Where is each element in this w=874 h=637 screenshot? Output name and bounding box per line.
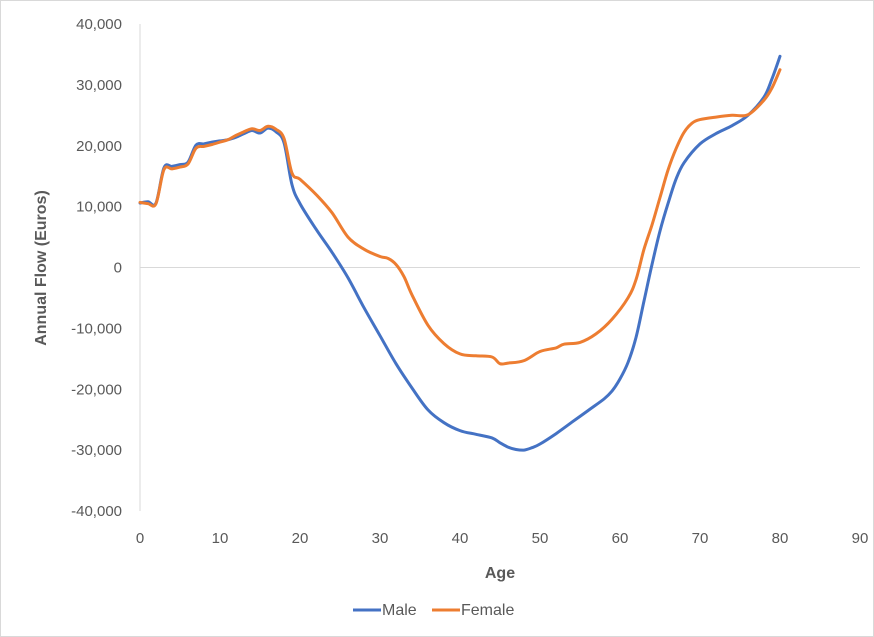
y-tick-label: -20,000 (71, 381, 122, 398)
x-tick-label: 0 (136, 530, 144, 547)
x-tick-label: 60 (612, 530, 629, 547)
x-tick-label: 10 (212, 530, 229, 547)
series-lines (138, 54, 782, 452)
x-axis-title: Age (485, 565, 515, 582)
y-tick-label: -30,000 (71, 442, 122, 459)
x-axis-ticks: 0 10 20 30 40 50 60 70 80 90 (136, 530, 869, 547)
y-axis-title: Annual Flow (Euros) (33, 190, 50, 346)
x-tick-label: 20 (292, 530, 309, 547)
x-tick-label: 80 (772, 530, 789, 547)
y-tick-label: -40,000 (71, 503, 122, 520)
x-tick-label: 30 (372, 530, 389, 547)
y-tick-label: 40,000 (76, 16, 122, 33)
legend: Male Female (353, 602, 514, 619)
series-line-female (138, 68, 782, 366)
x-tick-label: 40 (452, 530, 469, 547)
y-tick-label: 10,000 (76, 199, 122, 216)
series-line-male (138, 54, 782, 452)
legend-label-female: Female (461, 602, 514, 619)
y-axis-ticks: 40,000 30,000 20,000 10,000 0 -10,000 -20,000 -… (71, 16, 122, 520)
x-tick-label: 50 (532, 530, 549, 547)
y-tick-label: -10,000 (71, 320, 122, 337)
x-tick-label: 70 (692, 530, 709, 547)
x-tick-label: 90 (852, 530, 869, 547)
y-tick-label: 20,000 (76, 138, 122, 155)
y-tick-label: 30,000 (76, 77, 122, 94)
y-tick-label: 0 (114, 260, 122, 277)
legend-label-male: Male (382, 602, 417, 619)
